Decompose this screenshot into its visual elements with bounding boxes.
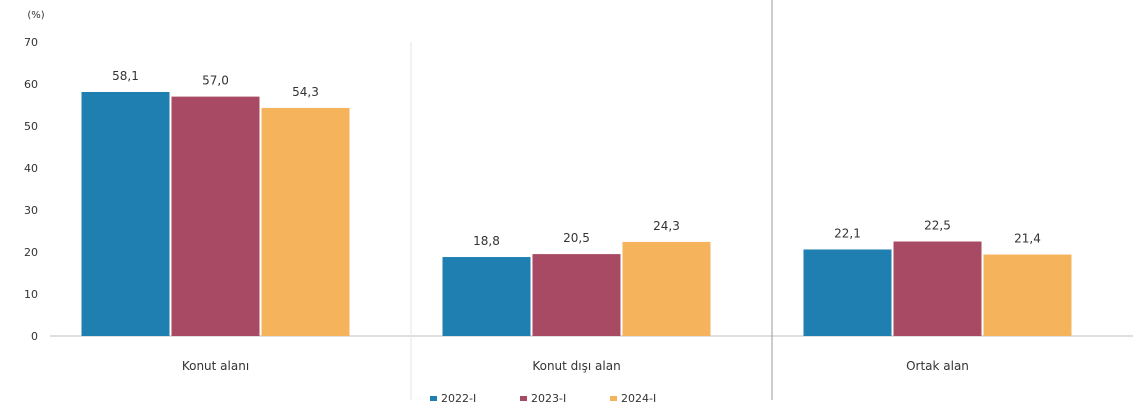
data-label: 57,0 (202, 74, 229, 88)
bar (532, 254, 621, 336)
legend-swatch (520, 396, 527, 401)
data-label: 54,3 (292, 85, 319, 99)
bar (442, 257, 531, 336)
category-label: Konut dışı alan (532, 359, 620, 373)
y-tick-label: 0 (31, 330, 38, 343)
legend-label: 2023-I (531, 392, 566, 405)
y-tick-label: 70 (24, 36, 38, 49)
data-label: 58,1 (112, 69, 139, 83)
bar (81, 91, 170, 336)
y-tick-label: 20 (24, 246, 38, 259)
bar (893, 241, 982, 336)
bar (803, 249, 892, 336)
category-label: Ortak alan (906, 359, 969, 373)
data-label: 20,5 (563, 231, 590, 245)
data-label: 21,4 (1014, 232, 1041, 246)
y-tick-label: 60 (24, 78, 38, 91)
data-label: 22,5 (924, 219, 951, 233)
y-tick-label: 50 (24, 120, 38, 133)
legend-label: 2022-I (441, 392, 476, 405)
bar (261, 107, 350, 336)
y-tick-label: 30 (24, 204, 38, 217)
category-label: Konut alanı (182, 359, 249, 373)
y-tick-label: 40 (24, 162, 38, 175)
y-tick-label: 10 (24, 288, 38, 301)
data-label: 22,1 (834, 226, 861, 240)
data-label: 18,8 (473, 234, 500, 248)
bar (171, 96, 260, 336)
bar (622, 241, 711, 336)
bar (983, 254, 1072, 336)
legend-swatch (610, 396, 617, 401)
legend-label: 2024-I (621, 392, 656, 405)
data-label: 24,3 (653, 219, 680, 233)
y-unit-label: (%) (27, 10, 44, 21)
legend-swatch (430, 396, 437, 401)
